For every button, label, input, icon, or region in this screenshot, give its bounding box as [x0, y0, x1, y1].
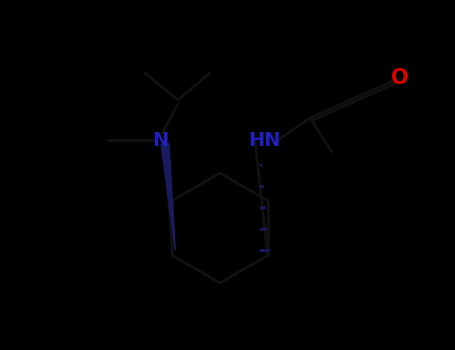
Polygon shape: [161, 144, 175, 251]
Text: N: N: [152, 131, 168, 149]
Text: HN: HN: [249, 131, 281, 149]
Text: O: O: [391, 68, 409, 88]
